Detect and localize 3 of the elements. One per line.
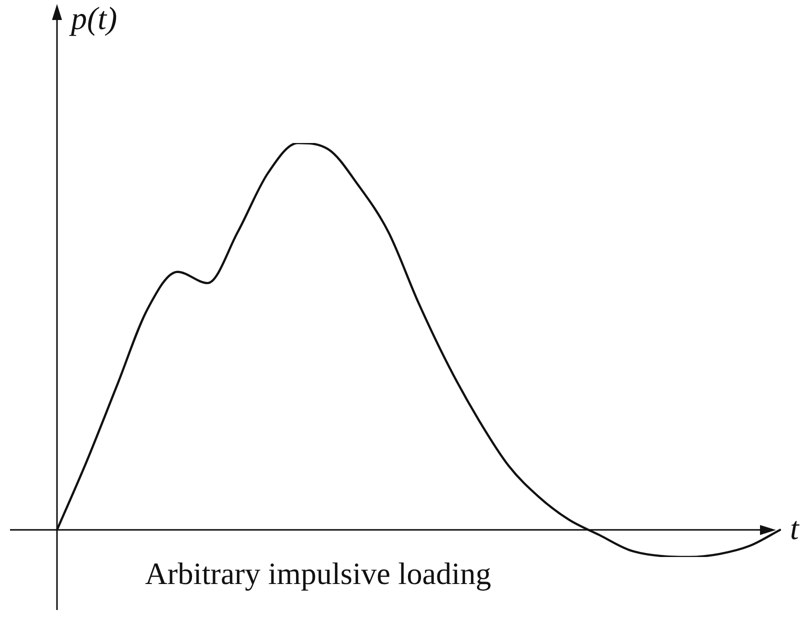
y-axis-title: p(t): [71, 0, 118, 36]
x-axis-title: t: [790, 510, 799, 546]
annotation: Arbitrary impulsive loading: [145, 556, 492, 591]
